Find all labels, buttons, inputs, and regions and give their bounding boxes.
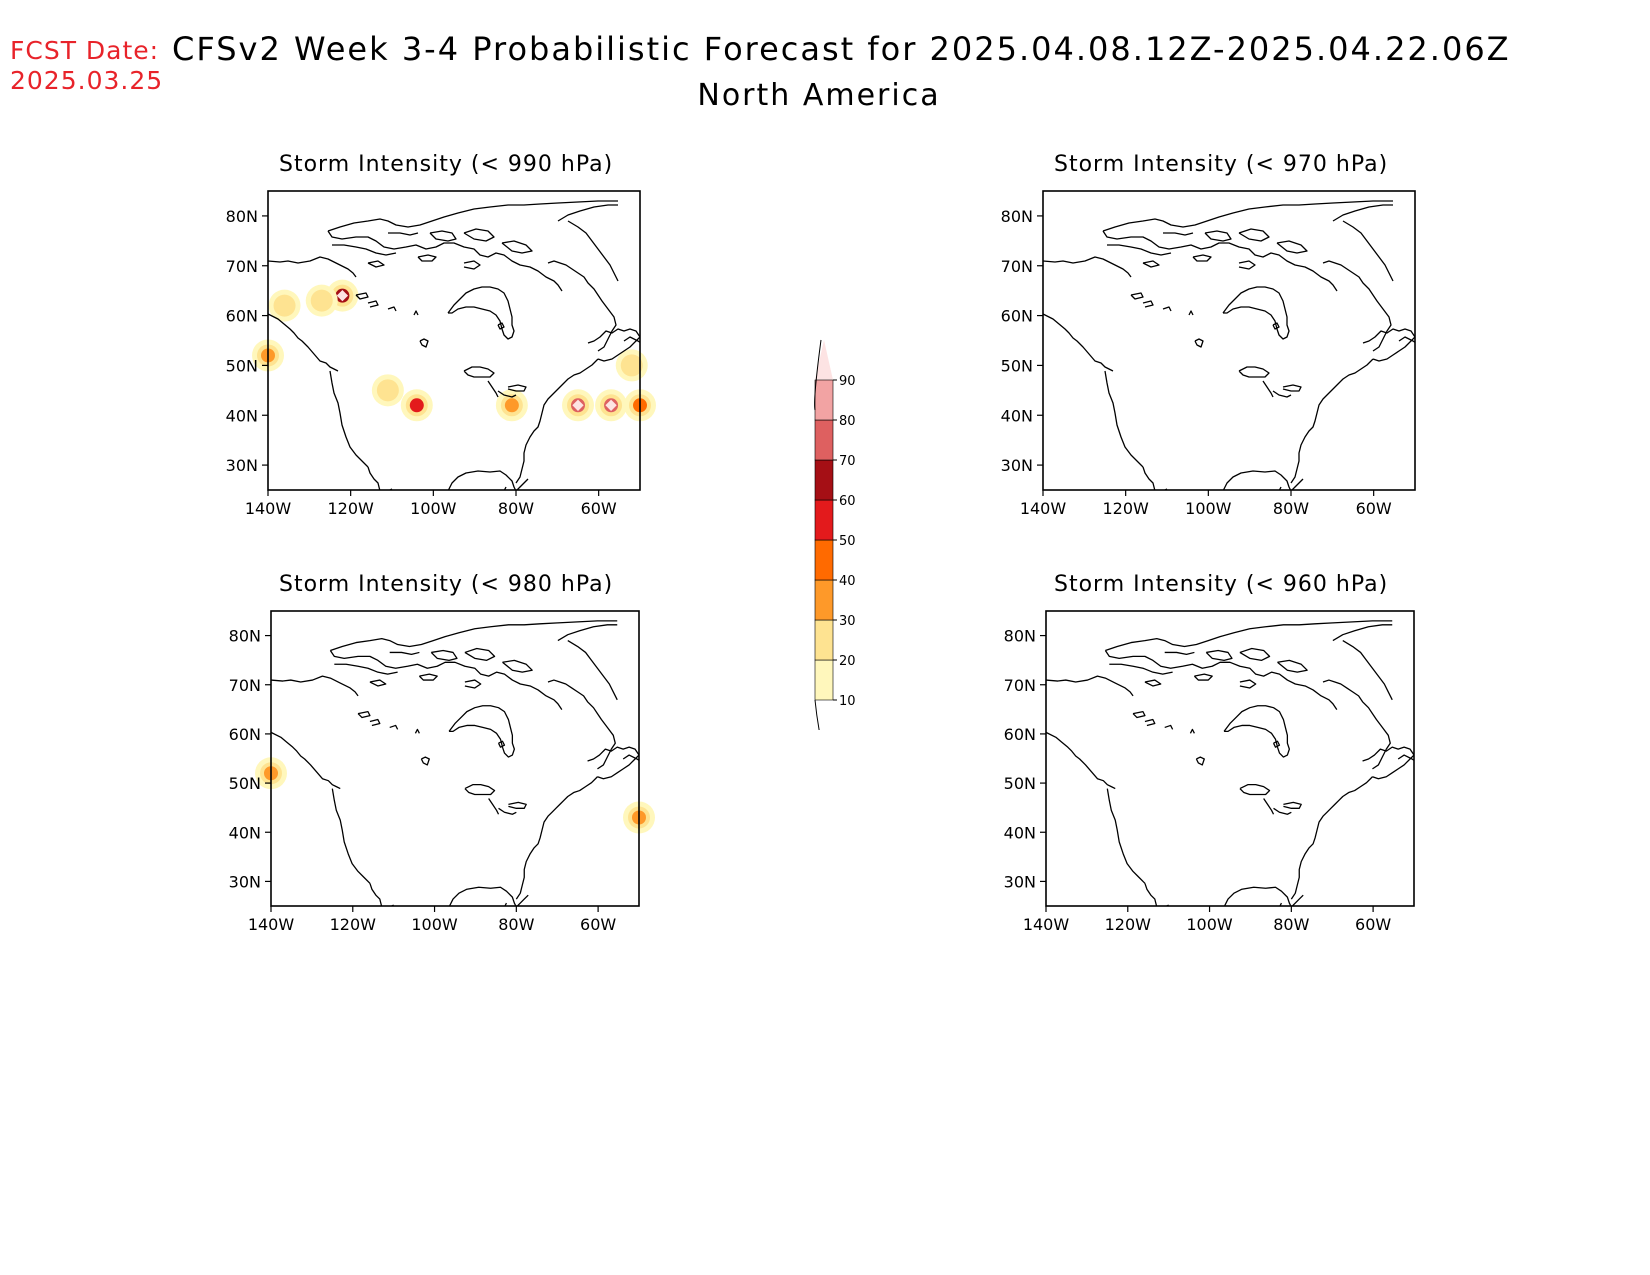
lon-tick-label: 120W (1105, 915, 1152, 934)
lat-tick-label: 40N (226, 406, 258, 425)
colorbar-segment (814, 619, 834, 661)
prob-ring (310, 289, 333, 312)
lat-tick-label: 80N (1001, 207, 1033, 226)
colorbar-top-cap (815, 340, 833, 380)
colorbar-outline (814, 339, 822, 730)
lat-tick-label: 70N (1001, 257, 1033, 276)
colorbar-label: 20 (839, 654, 856, 669)
colorbar-label: 80 (839, 414, 856, 429)
prob-ring (376, 379, 399, 402)
lon-tick-label: 80W (1273, 915, 1309, 934)
colorbar-segment (814, 659, 834, 701)
panel-title-960: Storm Intensity (< 960 hPa) (1054, 572, 1389, 597)
prob-core (504, 398, 519, 413)
panel-title-980: Storm Intensity (< 980 hPa) (279, 572, 614, 597)
prob-peak (572, 399, 584, 411)
prob-peak (336, 289, 349, 302)
map-panel-0: 80N 70N 60N 50N 40N 30N 140W 120W 100W 80W 60W (226, 190, 656, 518)
lon-tick-label: 80W (498, 499, 534, 518)
lat-tick-label: 40N (1004, 823, 1036, 842)
colorbar-segment (814, 499, 834, 541)
map-panel-1: 80N 70N 60N 50N 40N 30N 140W 120W 100W 80W 60W (1001, 190, 1416, 518)
map-frame (1042, 190, 1416, 491)
lon-tick-label: 120W (330, 915, 377, 934)
lon-tick-label: 100W (1185, 499, 1232, 518)
page-subtitle: North America (0, 78, 1650, 113)
lon-tick-label: 80W (1273, 499, 1309, 518)
colorbar-label: 90 (839, 374, 856, 389)
lon-tick-label: 60W (581, 499, 617, 518)
lat-tick-label: 80N (229, 627, 261, 646)
forecast-date-label: FCST Date: (10, 36, 160, 65)
lon-tick-label: 120W (1102, 499, 1149, 518)
colorbar-label: 40 (839, 574, 856, 589)
coastline (271, 620, 639, 906)
colorbar-segment (814, 459, 834, 501)
colorbar-label: 70 (839, 454, 856, 469)
lat-tick-label: 50N (226, 356, 258, 375)
colorbar-label: 60 (839, 494, 856, 509)
lat-tick-label: 60N (1001, 307, 1033, 326)
lon-tick-label: 80W (498, 915, 534, 934)
map-panel-3: 80N 70N 60N 50N 40N 30N 140W 120W 100W 80W 60W (1004, 610, 1415, 934)
lon-tick-label: 60W (1356, 499, 1392, 518)
lat-tick-label: 30N (1001, 456, 1033, 475)
colorbar: 10 20 30 40 50 60 70 80 90 (814, 339, 856, 730)
lon-tick-label: 60W (580, 915, 616, 934)
map-panel-2: 80N 70N 60N 50N 40N 30N 140W 120W 100W 80W 60W (229, 610, 655, 934)
lon-tick-label: 100W (410, 499, 457, 518)
map-frame (267, 190, 641, 491)
lat-tick-label: 30N (1004, 872, 1036, 891)
lat-tick-label: 60N (229, 725, 261, 744)
region-label: North America (697, 78, 941, 113)
lon-tick-label: 60W (1355, 915, 1391, 934)
page-title: CFSv2 Week 3-4 Probabilistic Forecast fo… (172, 30, 1511, 68)
coastline (1043, 200, 1415, 490)
prob-ring (620, 354, 643, 377)
prob-core (409, 398, 424, 413)
lat-tick-label: 50N (1004, 774, 1036, 793)
map-frame (1045, 610, 1415, 907)
forecast-date-value: 2025.03.25 (10, 66, 164, 95)
lat-tick-label: 70N (229, 676, 261, 695)
lat-tick-label: 30N (229, 872, 261, 891)
prob-ring (273, 294, 296, 317)
lat-tick-label: 70N (1004, 676, 1036, 695)
colorbar-segment (814, 579, 834, 621)
lon-tick-label: 140W (248, 915, 295, 934)
colorbar-segment (814, 419, 834, 461)
colorbar-label: 30 (839, 614, 856, 629)
panel-title-990: Storm Intensity (< 990 hPa) (279, 152, 614, 177)
colorbar-segment (814, 539, 834, 581)
lat-tick-label: 60N (226, 307, 258, 326)
lat-tick-label: 30N (226, 456, 258, 475)
lat-tick-label: 40N (229, 823, 261, 842)
lat-tick-label: 50N (1001, 356, 1033, 375)
prob-peak (605, 399, 617, 411)
map-frame (270, 610, 640, 907)
colorbar-segment (814, 379, 834, 421)
lat-tick-label: 80N (226, 207, 258, 226)
lon-tick-label: 140W (245, 499, 292, 518)
coastline (268, 200, 640, 490)
lat-tick-label: 40N (1001, 406, 1033, 425)
colorbar-label: 50 (839, 534, 856, 549)
lat-tick-label: 60N (1004, 725, 1036, 744)
panel-title-970: Storm Intensity (< 970 hPa) (1054, 152, 1389, 177)
lon-tick-label: 100W (411, 915, 458, 934)
lat-tick-label: 70N (226, 257, 258, 276)
forecast-date: FCST Date: 2025.03.25 (10, 36, 163, 96)
lon-tick-label: 120W (327, 499, 374, 518)
lat-tick-label: 50N (229, 774, 261, 793)
lat-tick-label: 80N (1004, 627, 1036, 646)
colorbar-label: 10 (839, 694, 856, 709)
lon-tick-label: 140W (1020, 499, 1067, 518)
lon-tick-label: 140W (1023, 915, 1070, 934)
lon-tick-label: 100W (1186, 915, 1233, 934)
coastline (1046, 620, 1414, 906)
